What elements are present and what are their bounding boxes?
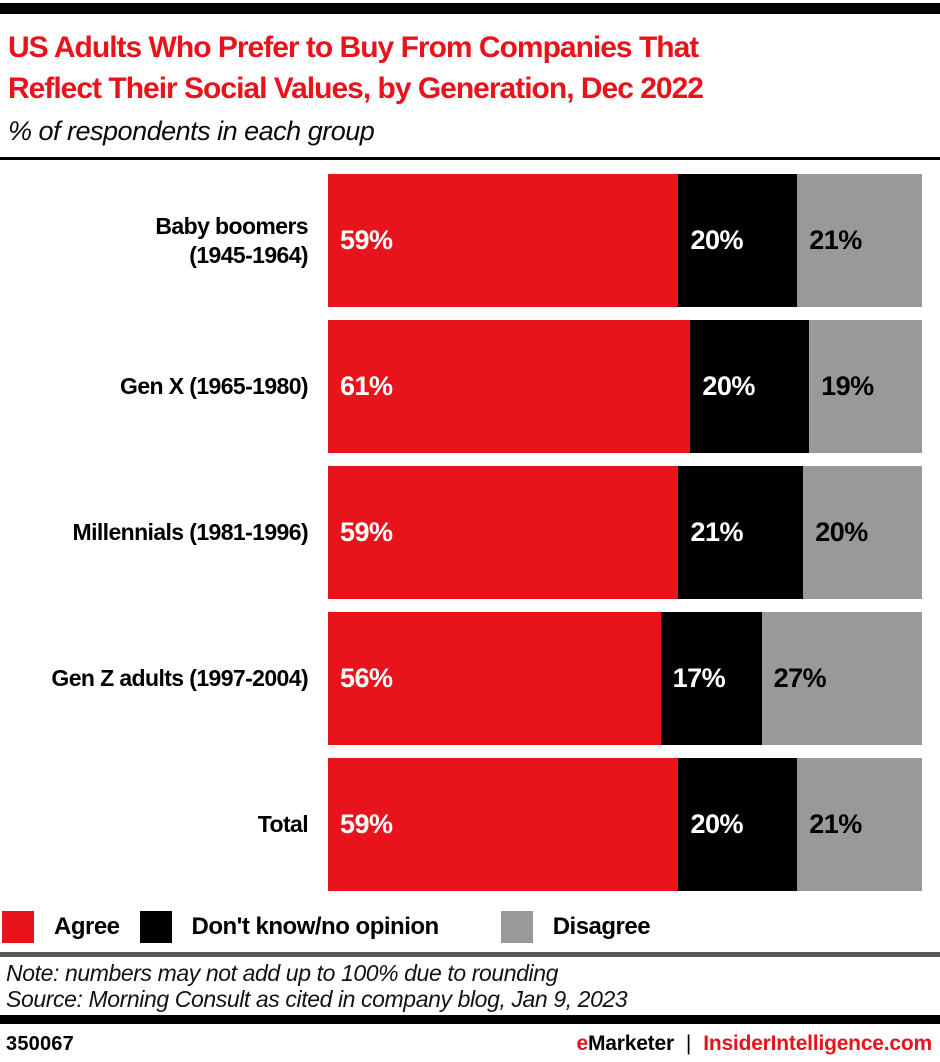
legend: Agree Don't know/no opinion Disagree (2, 911, 940, 943)
bar-value-label: 21% (809, 225, 862, 255)
legend-swatch (2, 911, 34, 943)
bar-segment-disagree: 19% (809, 320, 922, 453)
bar-segment-disagree: 21% (797, 758, 922, 891)
row-label: Millennials (1981-1996) (0, 466, 328, 599)
bar-segment-don-t-know-no-opinion: 17% (660, 612, 762, 745)
notes-block: Note: numbers may not add up to 100% due… (0, 957, 940, 1012)
header-rule (0, 157, 940, 160)
row-bars: 59% 21% 20% (328, 466, 922, 599)
bar-segment-don-t-know-no-opinion: 20% (678, 758, 798, 891)
chart-id: 350067 (6, 1032, 74, 1055)
legend-item: Disagree (500, 911, 651, 943)
bar-segment-disagree: 27% (761, 612, 922, 745)
top-black-bar (0, 3, 940, 14)
bar-segment-agree: 61% (328, 320, 691, 453)
bottom-black-bar (0, 1015, 940, 1024)
legend-swatch (500, 911, 533, 943)
bar-segment-agree: 59% (328, 466, 679, 599)
row-bars: 61% 20% 19% (328, 320, 922, 453)
bar-value-label: 59% (340, 809, 393, 839)
bar-value-label: 20% (690, 809, 743, 839)
note-text: Note: numbers may not add up to 100% due… (6, 960, 559, 986)
bar-value-label: 20% (690, 225, 743, 255)
bar-value-label: 17% (672, 663, 726, 693)
header: US Adults Who Prefer to Buy From Compani… (0, 14, 940, 148)
row-label: Gen Z adults (1997-2004) (0, 612, 328, 745)
bar-value-label: 56% (340, 663, 393, 693)
insider-intelligence-link[interactable]: InsiderIntelligence.com (703, 1032, 932, 1055)
bar-segment-disagree: 21% (797, 174, 922, 307)
row-label-line: Millennials (1981-1996) (72, 519, 309, 545)
row-label-line: Gen Z adults (1997-2004) (51, 665, 308, 691)
chart-row: Millennials (1981-1996) 59% 21% 20% (0, 466, 922, 599)
legend-item: Agree (2, 911, 120, 943)
chart-area: Baby boomers (1945-1964) 59% 20% 21% Gen X (1… (0, 174, 922, 891)
legend-item: Don't know/no opinion (139, 911, 440, 943)
chart-row: Gen Z adults (1997-2004) 56% 17% 27% (0, 612, 922, 745)
bar-value-label: 20% (702, 371, 755, 401)
row-label: Baby boomers (1945-1964) (0, 174, 328, 307)
bar-value-label: 21% (690, 517, 743, 547)
notes-divider (0, 952, 940, 957)
brand-links: eMarketer | InsiderIntelligence.com (576, 1032, 932, 1056)
emarketer-link[interactable]: eMarketer (576, 1032, 674, 1056)
bar-value-label: 59% (340, 517, 393, 547)
bar-segment-agree: 59% (328, 174, 679, 307)
bar-value-label: 21% (809, 809, 862, 839)
legend-label: Disagree (552, 913, 651, 940)
brand-separator: | (685, 1032, 692, 1055)
bar-segment-don-t-know-no-opinion: 20% (678, 174, 798, 307)
row-label: Gen X (1965-1980) (0, 320, 328, 453)
row-label-line: Total (257, 811, 309, 837)
bar-segment-don-t-know-no-opinion: 20% (690, 320, 810, 453)
bar-segment-don-t-know-no-opinion: 21% (678, 466, 804, 599)
row-label-line: (1945-1964) (189, 241, 308, 268)
bar-segment-agree: 59% (328, 758, 679, 891)
brand-primary-rest: Marketer (587, 1032, 674, 1055)
legend-label: Don't know/no opinion (191, 913, 440, 940)
brand-accent-letter: e (576, 1032, 588, 1055)
bar-segment-agree: 56% (328, 612, 661, 745)
row-bars: 56% 17% 27% (328, 612, 922, 745)
footer: 350067 eMarketer | InsiderIntelligence.c… (0, 1024, 940, 1056)
chart-row: Baby boomers (1945-1964) 59% 20% 21% (0, 174, 922, 307)
row-bars: 59% 20% 21% (328, 174, 922, 307)
bar-value-label: 59% (340, 225, 393, 255)
row-bars: 59% 20% 21% (328, 758, 922, 891)
row-label-line: Baby boomers (155, 212, 308, 239)
chart-row: Total 59% 20% 21% (0, 758, 922, 891)
bar-value-label: 20% (815, 517, 868, 547)
bar-segment-disagree: 20% (803, 466, 922, 599)
chart-title: US Adults Who Prefer to Buy From Compani… (8, 31, 704, 105)
chart-subtitle: % of respondents in each group (8, 116, 375, 146)
bar-value-label: 19% (821, 371, 874, 401)
bar-value-label: 27% (773, 663, 827, 693)
legend-label: Agree (54, 913, 120, 940)
row-label: Total (0, 758, 328, 891)
bar-value-label: 61% (340, 371, 393, 401)
chart-row: Gen X (1965-1980) 61% 20% 19% (0, 320, 922, 453)
row-label-line: Gen X (1965-1980) (120, 373, 309, 399)
legend-swatch (139, 911, 172, 943)
source-text: Source: Morning Consult as cited in comp… (6, 986, 628, 1012)
